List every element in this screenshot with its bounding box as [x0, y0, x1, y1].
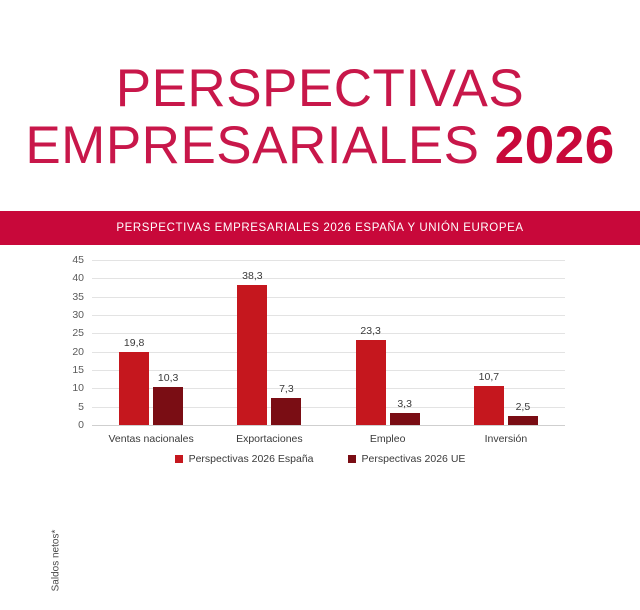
- bar[interactable]: 10,7: [473, 371, 504, 425]
- bar-value-label: 7,3: [279, 383, 294, 396]
- y-axis-tick-label: 35: [72, 290, 84, 303]
- y-axis-tick-label: 5: [78, 400, 84, 413]
- bar[interactable]: 23,3: [355, 325, 386, 425]
- gridline: 15: [72, 364, 565, 376]
- bar-pair: 38,3 7,3: [210, 260, 328, 425]
- bar-value-label: 10,7: [478, 370, 500, 383]
- page-title: PERSPECTIVAS EMPRESARIALES 2026: [0, 62, 640, 172]
- bar-pair: 10,7 2,5: [447, 260, 565, 425]
- legend-label: Perspectivas 2026 España: [188, 453, 314, 465]
- x-axis-category-label: Exportaciones: [236, 433, 303, 445]
- page-title-line-2-text: EMPRESARIALES: [25, 116, 495, 175]
- bar-value-label: 10,3: [157, 372, 179, 385]
- y-axis-tick-label: 25: [72, 327, 84, 340]
- y-axis-tick-label: 0: [78, 419, 84, 431]
- bar-value-label: 3,3: [397, 397, 412, 410]
- gridline: 5: [78, 401, 565, 413]
- gridline: 20: [72, 346, 565, 358]
- section-banner-label: PERSPECTIVAS EMPRESARIALES 2026 ESPAÑA Y…: [116, 222, 524, 234]
- y-axis-tick-label: 10: [72, 382, 84, 395]
- bar-group: 38,3 7,3 Exportaciones: [210, 260, 328, 445]
- y-axis-title: Saldos netos*: [48, 510, 64, 610]
- section-banner: PERSPECTIVAS EMPRESARIALES 2026 ESPAÑA Y…: [0, 211, 640, 245]
- legend-label: Perspectivas 2026 UE: [361, 453, 466, 465]
- y-axis-title-label: Saldos netos*: [50, 529, 62, 591]
- gridline: 30: [72, 309, 565, 321]
- bar[interactable]: 38,3: [237, 270, 268, 425]
- bar-value-label: 38,3: [242, 269, 263, 282]
- bar-value-label: 2,5: [515, 400, 531, 413]
- bar-pair: 19,8 10,3: [92, 260, 210, 425]
- y-axis-tick-label: 40: [72, 272, 84, 285]
- y-axis-tick-label: 45: [72, 254, 84, 266]
- bar-value-label: 23,3: [360, 324, 381, 337]
- bar-chart: Saldos netos* 45 40 35 30 25 20 15 10 5 0 19,8 10,…: [0, 248, 640, 591]
- gridline: 0: [78, 419, 565, 431]
- gridline: 45: [72, 254, 565, 266]
- page-title-line-2: EMPRESARIALES 2026: [0, 119, 640, 172]
- gridline: 40: [72, 272, 565, 284]
- gridline: 35: [72, 291, 565, 303]
- bar-pair: 23,3 3,3: [329, 260, 447, 425]
- gridline: 10: [72, 382, 565, 394]
- plot-area: 45 40 35 30 25 20 15 10 5 0 19,8 10,3 Ventas nacion…: [72, 254, 565, 445]
- bar[interactable]: 3,3: [389, 398, 420, 425]
- legend-swatch-icon: [347, 455, 356, 463]
- bar-group: 23,3 3,3 Empleo: [329, 260, 447, 445]
- x-axis-category-label: Inversión: [484, 433, 528, 445]
- legend-item[interactable]: Perspectivas 2026 España: [174, 453, 314, 465]
- bar[interactable]: 19,8: [119, 337, 150, 425]
- bar-value-label: 19,8: [123, 337, 145, 350]
- y-axis-tick-label: 15: [72, 364, 84, 376]
- legend-item[interactable]: Perspectivas 2026 UE: [347, 453, 466, 465]
- y-axis-tick-label: 20: [72, 345, 84, 358]
- bar-group: 10,7 2,5 Inversión: [447, 260, 565, 445]
- x-axis-category-label: Empleo: [369, 433, 406, 445]
- bar-groups: 19,8 10,3 Ventas nacionales 38,3 7,3 Exportac…: [92, 260, 565, 445]
- legend-swatch-icon: [174, 455, 183, 463]
- y-axis-tick-label: 30: [72, 309, 84, 321]
- bar[interactable]: 10,3: [153, 372, 184, 425]
- bar[interactable]: 2,5: [507, 401, 538, 425]
- chart-legend: Perspectivas 2026 España Perspectivas 202…: [0, 453, 640, 465]
- gridline: 25: [72, 327, 565, 339]
- bar-group: 19,8 10,3 Ventas nacionales: [92, 260, 210, 445]
- x-axis-category-label: Ventas nacionales: [108, 433, 194, 445]
- page-title-year: 2026: [494, 116, 615, 175]
- page-title-line-1: PERSPECTIVAS: [115, 59, 525, 118]
- bar[interactable]: 7,3: [271, 383, 302, 425]
